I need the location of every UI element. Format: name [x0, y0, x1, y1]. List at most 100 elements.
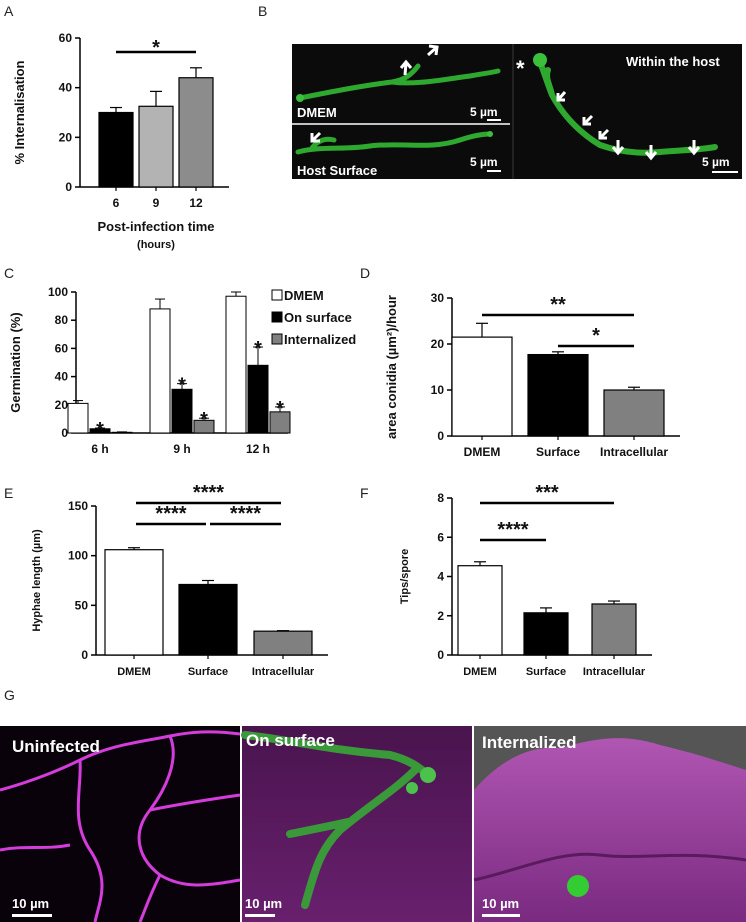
x-tick-label: 6	[113, 196, 120, 210]
micrograph-uninfected	[0, 726, 240, 922]
significance-label: **	[550, 294, 566, 316]
y-tick-label: 6	[437, 530, 444, 544]
x-tick-label: 12 h	[246, 442, 270, 456]
significance-label: *	[276, 398, 284, 420]
bar	[178, 77, 214, 188]
significance-label: *	[592, 325, 600, 347]
spore-within-host	[533, 53, 547, 67]
arrow-icon	[611, 140, 625, 156]
cell-boundary	[473, 852, 746, 882]
hypha-on-surface	[241, 731, 432, 909]
cell-membrane	[0, 730, 241, 792]
arrow-icon	[582, 114, 594, 126]
cell-membrane	[138, 874, 162, 922]
label-within-host: Within the host	[626, 54, 720, 69]
significance-label: *	[178, 375, 186, 397]
y-tick-label: 4	[437, 570, 444, 584]
x-tick-label: 12	[189, 196, 203, 210]
panel-letter-a: A	[4, 3, 14, 19]
scale-label-internalized: 10 µm	[482, 896, 519, 911]
bar	[451, 336, 513, 437]
cell-membrane	[149, 793, 241, 812]
y-tick-label: 60	[59, 31, 73, 45]
panel-letter-f: F	[360, 485, 369, 501]
label-host-surface: Host Surface	[297, 163, 377, 178]
significance-label: ****	[497, 519, 528, 541]
significance-label: ****	[155, 503, 186, 525]
y-axis-label: Germination (%)	[8, 312, 23, 412]
y-axis-label: area conidia (µm²)/hour	[384, 295, 399, 439]
panel-letter-b: B	[258, 3, 267, 19]
bar	[104, 549, 164, 656]
significance-label: *	[254, 338, 262, 360]
spore-dmem	[296, 94, 304, 102]
significance-label: *	[200, 409, 208, 431]
bar	[527, 353, 589, 437]
significance-label: ****	[193, 482, 224, 504]
hypha-within-host	[537, 59, 718, 156]
bar	[178, 583, 238, 656]
x-tick-label: Intracellular	[583, 666, 646, 678]
y-tick-label: 0	[65, 180, 72, 194]
y-tick-label: 8	[437, 491, 444, 505]
arrow-icon	[556, 91, 567, 102]
spore-host-surface	[487, 131, 493, 137]
x-tick-label: Intracellular	[600, 445, 668, 459]
x-tick-label: 9	[153, 196, 160, 210]
significance-label: *	[152, 37, 160, 59]
arrow-icon	[598, 128, 610, 140]
significance-label: ***	[535, 482, 559, 504]
scale-label-dmem: 5 µm	[470, 105, 498, 119]
y-tick-label: 60	[55, 341, 69, 355]
y-axis-label: % Internalisation	[12, 60, 27, 164]
y-tick-label: 0	[81, 648, 88, 662]
y-tick-label: 100	[48, 285, 68, 299]
scale-label-within: 5 µm	[702, 155, 730, 169]
cell-membrane	[0, 843, 71, 852]
chart-e: 0 50 100 150 DMEM Surface Intracellular Hyphae …	[31, 482, 328, 678]
y-tick-label: 2	[437, 609, 444, 623]
micrograph-g: Uninfected 10 µm On surface 10 µm Intern…	[0, 726, 746, 922]
cell-membrane	[76, 759, 104, 922]
scale-bar-uninfected	[12, 914, 52, 917]
label-dmem: DMEM	[297, 105, 337, 120]
bar	[603, 389, 665, 437]
x-tick-label: Surface	[526, 666, 566, 678]
arrow-icon	[644, 145, 658, 161]
x-tick-label: 9 h	[173, 442, 190, 456]
y-tick-label: 30	[431, 291, 445, 305]
arrow-icon	[399, 59, 413, 76]
y-tick-label: 20	[431, 337, 445, 351]
y-tick-label: 100	[68, 549, 88, 563]
scale-bar-dmem	[487, 119, 501, 121]
x-tick-label: DMEM	[117, 666, 151, 678]
micrograph-b-background	[292, 44, 742, 179]
scale-bar-host	[487, 170, 501, 172]
y-axis-label: Tips/spore	[399, 549, 411, 604]
bar	[67, 402, 89, 434]
chart-c: 0 20 40 60 80 100 6 h 9 h 12 h * * * * * Germination (…	[8, 285, 356, 456]
bar	[111, 431, 133, 434]
label-on-surface: On surface	[246, 731, 335, 750]
panel-letter-c: C	[4, 265, 14, 281]
scale-label-host: 5 µm	[470, 155, 498, 169]
scale-label-on-surface: 10 µm	[245, 896, 282, 911]
y-tick-label: 40	[55, 370, 69, 384]
micrograph-b: DMEM 5 µm Host Surface 5 µm * Within the…	[292, 44, 742, 179]
x-tick-label: DMEM	[464, 445, 501, 459]
scale-bar-within	[712, 171, 738, 173]
bar	[98, 111, 134, 188]
x-axis-label-units: (hours)	[137, 239, 175, 251]
panel-letter-e: E	[4, 485, 13, 501]
tissue-internalized	[474, 738, 746, 922]
bar	[149, 308, 171, 434]
chart-d: 0 10 20 30 DMEM Surface Intracellular area coni…	[384, 291, 680, 459]
y-tick-label: 80	[55, 313, 69, 327]
arrow-icon	[427, 44, 439, 57]
y-tick-label: 10	[431, 383, 445, 397]
y-tick-label: 20	[59, 130, 73, 144]
x-tick-label: Intracellular	[252, 666, 315, 678]
chart-f: 0 2 4 6 8 DMEM Surface Intracellular Tips/spore *…	[399, 482, 652, 678]
y-tick-label: 0	[437, 648, 444, 662]
micrograph-on-surface-shade	[242, 726, 472, 922]
